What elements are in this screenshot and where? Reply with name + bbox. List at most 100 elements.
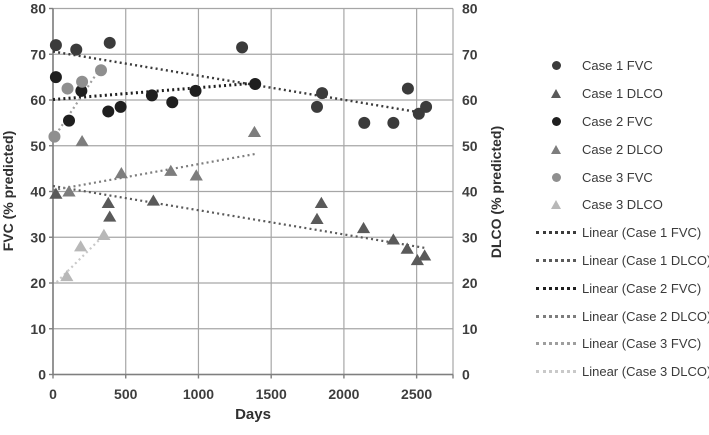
case-3-fvc-circle-icon (551, 172, 561, 182)
legend-label: Linear (Case 3 FVC) (582, 336, 702, 352)
data-point-case-2-fvc (166, 96, 179, 109)
x-tick-label-1000: 1000 (183, 386, 214, 402)
x-tick-label-2500: 2500 (401, 386, 432, 402)
trendline-linear-case-3-fvc (52, 66, 102, 140)
linear-case-3-dlco-dotted-line-icon (536, 370, 576, 374)
legend-item-case-3-fvc: Case 3 FVC (530, 163, 709, 191)
trendline-linear-case-1-dlco (52, 184, 427, 250)
legend-item-linear-case-2-fvc: Linear (Case 2 FVC) (530, 274, 709, 302)
data-point-case-2-fvc (75, 84, 88, 97)
data-point-case-3-fvc (76, 75, 89, 88)
y-tick-label-left-80: 80 (30, 1, 46, 17)
case-2-fvc-circle-icon (551, 116, 561, 126)
legend-marker-cell (530, 144, 582, 154)
data-point-case-1-fvc (420, 100, 433, 113)
y-axis-title-left: FVC (% predicted) (0, 130, 16, 252)
legend-marker-cell (530, 370, 582, 374)
data-point-case-2-dlco (114, 167, 128, 179)
legend: Case 1 FVC Case 1 DLCO Case 2 FVC Case 2 DL… (530, 52, 709, 386)
case-3-dlco-triangle-icon (551, 200, 561, 210)
data-point-case-1-dlco (418, 249, 432, 261)
legend-label: Case 1 FVC (582, 58, 653, 74)
legend-label: Linear (Case 3 DLCO) (582, 364, 709, 380)
legend-marker-cell (530, 314, 582, 318)
data-point-case-3-fvc (95, 64, 107, 77)
legend-marker-cell (530, 172, 582, 182)
data-point-case-1-fvc (387, 116, 400, 129)
legend-marker-cell (530, 61, 582, 71)
x-tick-label-500: 500 (114, 386, 138, 402)
data-point-case-3-dlco (60, 269, 74, 282)
y-tick-label-left-0: 0 (38, 367, 46, 383)
case-2-dlco-triangle-icon (551, 144, 561, 154)
trendline-linear-case-2-dlco (52, 152, 256, 192)
data-point-case-3-fvc (48, 130, 61, 143)
y-tick-label-left-40: 40 (30, 184, 46, 200)
data-point-case-1-dlco (386, 233, 400, 245)
legend-marker-cell (530, 286, 582, 290)
legend-item-case-2-dlco: Case 2 DLCO (530, 135, 709, 163)
y-tick-label-right-80: 80 (462, 1, 478, 17)
legend-label: Case 1 DLCO (582, 86, 663, 102)
data-point-case-2-fvc (145, 89, 158, 102)
legend-item-linear-case-1-dlco: Linear (Case 1 DLCO) (530, 247, 709, 275)
linear-case-1-dlco-dotted-line-icon (536, 258, 576, 262)
legend-marker-cell (530, 231, 582, 235)
y-tick-label-right-20: 20 (462, 275, 478, 291)
y-tick-label-left-70: 70 (30, 46, 46, 62)
data-point-case-1-fvc (311, 100, 323, 113)
y-axis-title-right: DLCO (% predicted) (488, 125, 504, 259)
y-tick-label-right-60: 60 (462, 92, 478, 108)
y-tick-label-left-60: 60 (30, 92, 46, 108)
linear-case-3-fvc-dotted-line-icon (536, 342, 576, 346)
legend-marker-cell (530, 258, 582, 262)
legend-label: Case 3 DLCO (582, 197, 663, 213)
y-tick-label-right-70: 70 (462, 46, 478, 62)
linear-case-2-fvc-dotted-line-icon (536, 286, 576, 290)
data-point-case-1-fvc (103, 36, 116, 49)
legend-label: Linear (Case 2 DLCO) (582, 308, 709, 324)
legend-label: Case 2 FVC (582, 113, 653, 129)
data-point-case-2-dlco (164, 164, 178, 176)
data-point-case-1-fvc (70, 43, 83, 56)
legend-label: Case 3 FVC (582, 169, 653, 185)
x-tick-label-0: 0 (49, 386, 57, 402)
legend-label: Linear (Case 1 DLCO) (582, 252, 709, 268)
data-point-case-1-fvc (49, 39, 62, 52)
data-point-case-1-fvc (358, 116, 371, 129)
data-point-case-1-dlco (310, 212, 324, 224)
data-point-case-2-dlco (75, 134, 89, 147)
legend-label: Case 2 DLCO (582, 141, 663, 157)
data-point-case-1-dlco (314, 196, 328, 208)
y-tick-label-right-50: 50 (462, 138, 478, 154)
data-point-case-1-dlco (49, 187, 63, 199)
data-point-case-1-fvc (401, 82, 414, 95)
y-tick-label-right-30: 30 (462, 229, 478, 245)
data-point-case-2-fvc (102, 105, 115, 118)
data-point-case-2-fvc (63, 114, 75, 127)
legend-marker-cell (530, 342, 582, 346)
y-tick-label-left-10: 10 (30, 321, 46, 337)
legend-item-case-1-fvc: Case 1 FVC (530, 52, 709, 80)
case-1-dlco-triangle-icon (551, 89, 561, 99)
legend-item-case-3-dlco: Case 3 DLCO (530, 191, 709, 219)
data-point-case-2-fvc (189, 84, 202, 97)
linear-case-2-dlco-dotted-line-icon (536, 314, 576, 318)
x-axis-title: Days (235, 406, 271, 423)
x-tick-label-1500: 1500 (256, 386, 287, 402)
legend-item-case-2-fvc: Case 2 FVC (530, 108, 709, 136)
data-point-case-2-fvc (49, 71, 62, 84)
linear-case-1-fvc-dotted-line-icon (536, 231, 576, 235)
data-point-case-1-dlco (356, 221, 371, 234)
data-point-case-3-dlco (97, 228, 111, 240)
data-point-case-2-dlco (62, 185, 76, 197)
data-point-case-2-fvc (249, 77, 262, 90)
trendline-linear-case-1-fvc (52, 50, 420, 114)
legend-marker-cell (530, 200, 582, 210)
legend-marker-cell (530, 89, 582, 99)
data-point-case-3-fvc (61, 82, 74, 95)
legend-label: Linear (Case 2 FVC) (582, 280, 702, 296)
legend-item-case-1-dlco: Case 1 DLCO (530, 80, 709, 108)
